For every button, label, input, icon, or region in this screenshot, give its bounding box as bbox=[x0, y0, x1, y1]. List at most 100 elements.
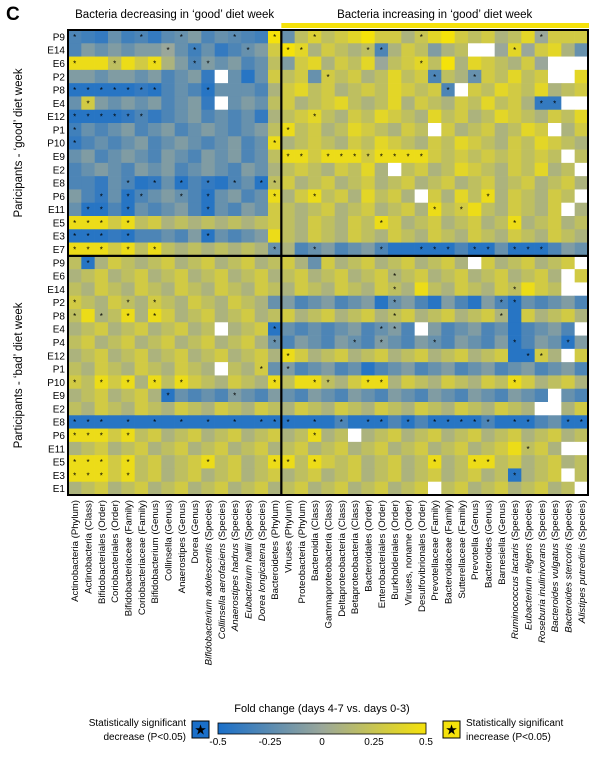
heatmap-cell bbox=[401, 69, 415, 84]
significance-star-icon: * bbox=[366, 153, 369, 162]
heatmap-cell bbox=[94, 481, 109, 496]
significance-star-icon: * bbox=[73, 312, 76, 321]
heatmap-cell bbox=[361, 481, 375, 496]
heatmap-cell bbox=[268, 255, 282, 270]
column-label: Bifidobacterium (Genus) bbox=[150, 500, 161, 603]
heatmap-cell bbox=[534, 295, 549, 310]
heatmap-cell bbox=[454, 189, 469, 204]
heatmap-cell bbox=[481, 136, 495, 150]
heatmap-cell bbox=[161, 388, 175, 403]
heatmap-cell bbox=[454, 455, 469, 469]
heatmap-cell bbox=[214, 282, 229, 297]
significance-star-icon: * bbox=[446, 86, 449, 95]
heatmap-cell bbox=[108, 109, 122, 124]
significance-star-icon: * bbox=[513, 219, 516, 228]
heatmap-cell bbox=[94, 402, 109, 416]
heatmap-cell bbox=[294, 375, 309, 390]
heatmap-cell bbox=[428, 202, 442, 217]
heatmap-cell bbox=[241, 362, 255, 376]
column-label: Dorea (Genus) bbox=[190, 500, 201, 563]
heatmap-cell bbox=[534, 415, 549, 429]
heatmap-cell bbox=[201, 269, 215, 283]
heatmap-cell bbox=[134, 136, 149, 150]
heatmap-cell bbox=[294, 388, 309, 403]
heatmap-cell bbox=[94, 96, 109, 111]
heatmap-cell bbox=[454, 176, 469, 190]
heatmap-cell bbox=[108, 255, 122, 270]
heatmap-cell bbox=[561, 348, 575, 363]
heatmap-cell bbox=[321, 30, 335, 44]
heatmap-cell bbox=[374, 362, 389, 376]
heatmap-cell bbox=[534, 242, 549, 257]
heatmap-cell bbox=[561, 322, 575, 336]
significance-star-icon: * bbox=[393, 299, 396, 308]
row-labels: P9E14E6P2P8E4E12P1P10E9E2E8P6E11E5E3E7P9… bbox=[47, 32, 65, 495]
heatmap-cell bbox=[241, 202, 255, 217]
heatmap-cell bbox=[401, 322, 415, 336]
heatmap-cell bbox=[428, 428, 442, 443]
heatmap-cell bbox=[108, 362, 122, 376]
heatmap-cell bbox=[561, 229, 575, 243]
significance-star-icon: * bbox=[153, 60, 156, 69]
heatmap-cell bbox=[161, 216, 175, 230]
heatmap-cell bbox=[414, 455, 429, 469]
heatmap-cell bbox=[508, 216, 522, 230]
heatmap-cell bbox=[561, 269, 575, 283]
heatmap-cell bbox=[454, 322, 469, 336]
row-label: E12 bbox=[47, 351, 65, 362]
heatmap-cell bbox=[468, 402, 482, 416]
heatmap-cell bbox=[134, 402, 149, 416]
significance-star-icon: * bbox=[513, 339, 516, 348]
heatmap-cell bbox=[321, 189, 335, 204]
significance-star-icon: * bbox=[180, 33, 183, 42]
heatmap-cell bbox=[494, 216, 509, 230]
heatmap-cell bbox=[534, 136, 549, 150]
heatmap-cell bbox=[521, 43, 535, 57]
heatmap-cell bbox=[468, 295, 482, 310]
heatmap-cell bbox=[174, 388, 189, 403]
heatmap-cell bbox=[401, 162, 415, 177]
heatmap-cell bbox=[334, 295, 349, 310]
heatmap-cell bbox=[294, 162, 309, 177]
heatmap-cell bbox=[308, 415, 322, 429]
heatmap-cell bbox=[494, 202, 509, 217]
heatmap-cell bbox=[121, 229, 135, 243]
heatmap-cell bbox=[414, 388, 429, 403]
significance-star-icon: * bbox=[180, 192, 183, 201]
heatmap-cell bbox=[361, 216, 375, 230]
heatmap-cell bbox=[254, 255, 269, 270]
legend-decrease-star-icon: ★ bbox=[194, 722, 207, 738]
heatmap-cell bbox=[428, 388, 442, 403]
heatmap-cell bbox=[308, 309, 322, 323]
heatmap-cell bbox=[508, 43, 522, 57]
heatmap-cell bbox=[441, 216, 455, 230]
heatmap-cell bbox=[254, 269, 269, 283]
heatmap-cell bbox=[374, 56, 389, 71]
heatmap-cell bbox=[201, 30, 215, 44]
heatmap-cell bbox=[521, 441, 535, 456]
heatmap-cell bbox=[561, 83, 575, 97]
heatmap-cell bbox=[521, 481, 535, 496]
heatmap-cell bbox=[308, 295, 322, 310]
heatmap-cell bbox=[201, 335, 215, 350]
heatmap-cell bbox=[201, 242, 215, 257]
heatmap-cell bbox=[521, 255, 535, 270]
heatmap-cell bbox=[534, 83, 549, 97]
heatmap-cell bbox=[228, 455, 242, 469]
heatmap-cell bbox=[441, 149, 455, 164]
heatmap-cell bbox=[94, 322, 109, 336]
significance-star-icon: * bbox=[353, 339, 356, 348]
heatmap-cell bbox=[214, 255, 229, 270]
significance-star-icon: * bbox=[553, 99, 556, 108]
heatmap-cell bbox=[374, 229, 389, 243]
heatmap-cell bbox=[561, 189, 575, 204]
heatmap-cell bbox=[561, 428, 575, 443]
heatmap-cell bbox=[574, 269, 589, 283]
heatmap-cell bbox=[201, 216, 215, 230]
heatmap-cell bbox=[494, 348, 509, 363]
heatmap-cell bbox=[281, 269, 295, 283]
heatmap-cell bbox=[68, 136, 82, 150]
heatmap-cell bbox=[134, 149, 149, 164]
heatmap-cell bbox=[374, 96, 389, 111]
heatmap-cell bbox=[148, 309, 162, 323]
